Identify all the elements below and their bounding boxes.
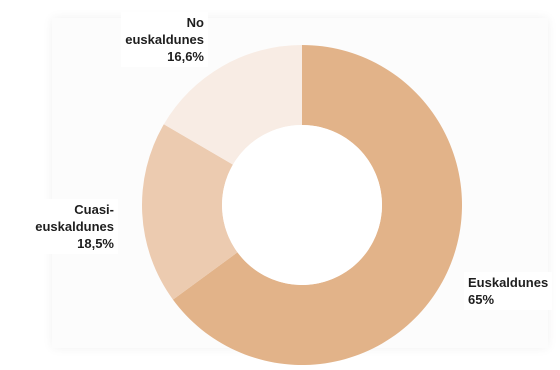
donut-slices	[142, 45, 463, 366]
slice-value-label: 65%	[468, 292, 495, 307]
slice-value-label: 18,5%	[77, 236, 114, 251]
slice-label-line: Euskaldunes	[468, 275, 549, 290]
slice-label-euskaldunes: Euskaldunes 65%	[464, 272, 553, 310]
slice-label-line: Cuasi-	[74, 202, 114, 217]
slice-label-no-euskaldunes: No euskaldunes 16,6%	[121, 12, 208, 67]
donut-slice-2	[163, 45, 302, 165]
donut-slice-1	[142, 124, 238, 300]
donut-hole	[222, 125, 382, 285]
slice-label-line: euskaldunes	[125, 32, 204, 47]
slice-label-line: No	[186, 15, 204, 30]
slice-value-label: 16,6%	[167, 49, 204, 64]
slice-label-cuasi-euskaldunes: Cuasi- euskaldunes 18,5%	[31, 199, 118, 254]
slice-label-line: euskaldunes	[35, 219, 114, 234]
donut-slice-0	[172, 45, 463, 366]
